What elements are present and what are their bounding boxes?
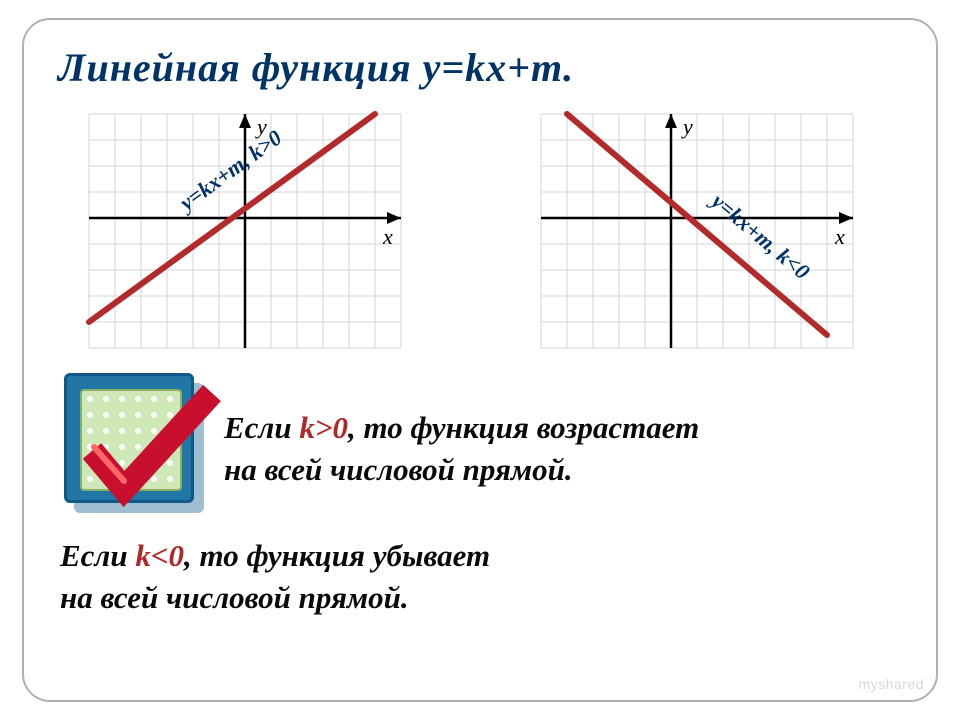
statement-row-1: Если k>0, то функция возрастает на всей … (54, 379, 906, 513)
statement-2: Если k<0, то функция убывает на всей чис… (60, 535, 906, 619)
watermark: myshared (859, 676, 924, 692)
s2-cond: k<0 (135, 538, 184, 573)
svg-text:x: x (834, 224, 845, 249)
svg-text:y=kx+m, k>0: y=kx+m, k>0 (172, 125, 286, 217)
s1-cond: k>0 (299, 410, 348, 445)
tick-svg (84, 381, 224, 511)
s1-prefix: Если (224, 410, 299, 445)
chart-negative-slope: xyy=kx+m, k<0 (536, 109, 858, 353)
s1-line2: на всей числовой прямой. (224, 452, 573, 487)
s2-rest: , то функция убывает (184, 538, 490, 573)
chart-right-svg: xyy=kx+m, k<0 (536, 109, 858, 353)
charts-row: xyy=kx+m, k>0 xyy=kx+m, k<0 (54, 109, 906, 353)
checkmark-icon (64, 373, 204, 513)
svg-text:y: y (681, 114, 693, 139)
slide-card: Линейная функция y=kx+m. xyy=kx+m, k>0 x… (22, 18, 938, 702)
chart-left-svg: xyy=kx+m, k>0 (84, 109, 406, 353)
slide-title: Линейная функция y=kx+m. (58, 44, 906, 91)
s2-line2: на всей числовой прямой. (60, 580, 409, 615)
s2-prefix: Если (60, 538, 135, 573)
svg-text:x: x (382, 224, 393, 249)
statement-1: Если k>0, то функция возрастает на всей … (224, 379, 699, 491)
chart-positive-slope: xyy=kx+m, k>0 (84, 109, 406, 353)
s1-rest: , то функция возрастает (348, 410, 699, 445)
